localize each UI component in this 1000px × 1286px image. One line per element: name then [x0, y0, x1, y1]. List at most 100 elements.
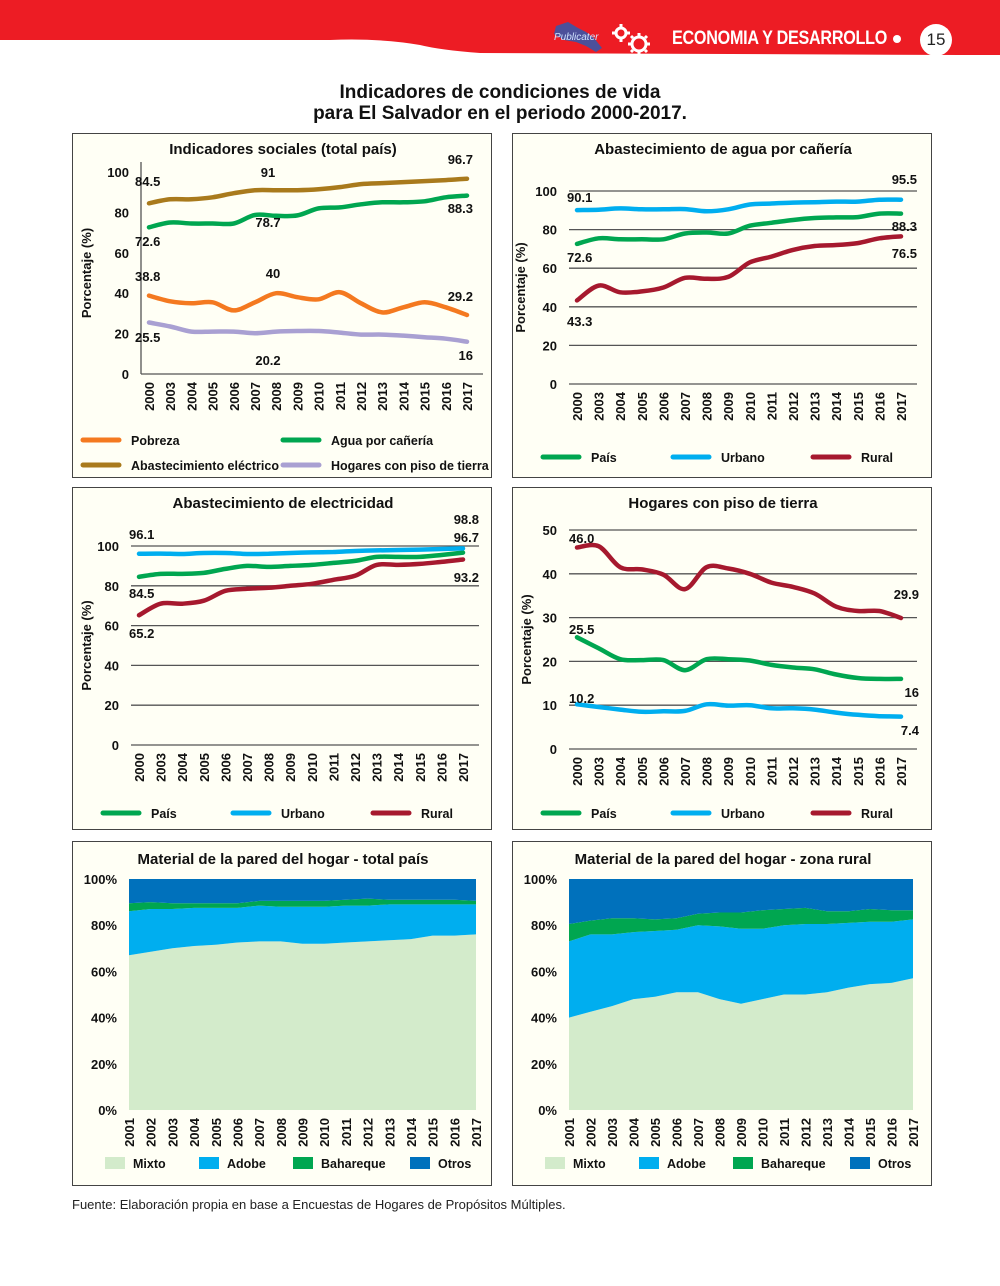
y-axis-label: Porcentaje (%) — [79, 228, 94, 318]
x-tick-label: 2015 — [863, 1118, 878, 1147]
x-tick-label: 2014 — [829, 391, 844, 421]
data-label: 88.3 — [448, 201, 473, 216]
x-tick-label: 2017 — [469, 1118, 484, 1147]
main-title-line2: para El Salvador en el periodo 2000-2017… — [313, 103, 687, 124]
x-tick-label: 2000 — [570, 392, 585, 421]
legend-swatch — [105, 1157, 125, 1169]
x-tick-label: 2012 — [786, 392, 801, 421]
chart-svg-agua: Abastecimiento de agua por cañería 0 20 40 6… — [513, 141, 917, 465]
data-label: 93.2 — [454, 570, 479, 585]
y-tick-label: 40 — [115, 286, 129, 301]
y-tick-label: 60 — [115, 246, 129, 261]
chart-social-indicators: Indicadores sociales (total país) 0 20 40 60… — [72, 133, 492, 478]
gears-icon — [612, 24, 650, 55]
y-tick-label: 80 — [543, 223, 557, 238]
x-tick-label: 2009 — [721, 392, 736, 421]
source-note: Fuente: Elaboración propia en base a Enc… — [72, 1197, 566, 1212]
x-tick-label: 2007 — [248, 382, 263, 411]
x-tick-label: 2013 — [382, 1118, 397, 1147]
x-tick-label: 2017 — [894, 757, 909, 786]
x-tick-label: 2005 — [648, 1118, 663, 1147]
x-tick-label: 2004 — [613, 391, 628, 421]
y-tick-label: 100% — [524, 872, 558, 887]
page-number: 15 — [920, 24, 952, 56]
x-tick-label: 2000 — [570, 757, 585, 786]
x-tick-label: 2001 — [122, 1118, 137, 1147]
data-label: 91 — [261, 165, 275, 180]
legend-label: País — [151, 807, 177, 821]
area-mixto — [129, 934, 476, 1110]
x-tick-label: 2005 — [635, 757, 650, 786]
y-tick-label: 100 — [97, 539, 119, 554]
main-title: Indicadores de condiciones de vida para … — [250, 82, 750, 124]
y-tick-label: 20% — [531, 1057, 557, 1072]
x-tick-label: 2000 — [142, 382, 157, 411]
x-tick-label: 2007 — [691, 1118, 706, 1147]
area-adobe — [129, 904, 476, 956]
x-tick-label: 2011 — [764, 757, 779, 785]
x-tick-label: 2011 — [764, 392, 779, 420]
y-tick-label: 40% — [91, 1011, 117, 1026]
data-label: 29.9 — [894, 587, 919, 602]
data-label: 7.4 — [901, 723, 920, 738]
x-tick-label: 2012 — [354, 382, 369, 411]
y-tick-label: 0% — [98, 1103, 117, 1118]
y-tick-label: 40 — [105, 658, 119, 673]
y-tick-label: 40 — [543, 567, 557, 582]
legend-swatch — [410, 1157, 430, 1169]
area-bahareque — [129, 898, 476, 912]
x-tick-label: 2016 — [434, 753, 449, 782]
chart-svg-pared-rural: Material de la pared del hogar - zona ru… — [524, 851, 921, 1171]
x-tick-label: 2013 — [820, 1118, 835, 1147]
data-label: 40 — [266, 266, 280, 281]
data-label: 84.5 — [129, 586, 154, 601]
data-label: 96.1 — [129, 527, 154, 542]
chart-title: Material de la pared del hogar - zona ru… — [575, 851, 872, 868]
y-tick-label: 0 — [550, 742, 557, 757]
chart-svg-elec: Abastecimiento de electricidad 0 20 40 60 80 1… — [79, 495, 479, 821]
legend-label: Mixto — [573, 1157, 606, 1171]
x-tick-label: 2016 — [872, 757, 887, 786]
legend-swatch — [545, 1157, 565, 1169]
x-tick-label: 2013 — [370, 753, 385, 782]
legend-swatch — [850, 1157, 870, 1169]
x-tick-label: 2013 — [808, 392, 823, 421]
chart-title: Indicadores sociales (total país) — [169, 141, 397, 158]
legend-label: País — [591, 807, 617, 821]
chart-electricity-supply: Abastecimiento de electricidad 0 20 40 60 80 1… — [72, 487, 492, 830]
data-label: 65.2 — [129, 626, 154, 641]
series-line-pa-s — [574, 211, 904, 247]
y-tick-label: 40% — [531, 1011, 557, 1026]
data-label: 10.2 — [569, 691, 594, 706]
data-label: 96.7 — [448, 152, 473, 167]
section-title: ECONOMIA Y DESARROLLO — [672, 28, 888, 49]
legend-label: Urbano — [721, 807, 765, 821]
x-tick-label: 2006 — [227, 382, 242, 411]
data-label: 98.8 — [454, 512, 479, 527]
x-tick-label: 2017 — [894, 392, 909, 421]
y-tick-label: 100% — [84, 872, 118, 887]
x-tick-label: 2010 — [305, 753, 320, 782]
legend-label: Pobreza — [131, 434, 181, 448]
data-label: 43.3 — [567, 314, 592, 329]
x-tick-label: 2009 — [721, 757, 736, 786]
y-tick-label: 0% — [538, 1103, 557, 1118]
data-label: 16 — [905, 685, 919, 700]
chart-title: Abastecimiento de electricidad — [173, 495, 394, 512]
area-otros — [129, 879, 476, 904]
series-line-pa-s — [136, 550, 466, 580]
x-tick-label: 2009 — [296, 1118, 311, 1147]
y-tick-label: 20 — [105, 698, 119, 713]
x-tick-label: 2008 — [700, 392, 715, 421]
x-tick-label: 2014 — [829, 756, 844, 786]
y-axis-label: Porcentaje (%) — [519, 594, 534, 684]
x-tick-label: 2011 — [777, 1118, 792, 1146]
x-tick-label: 2002 — [584, 1118, 599, 1147]
x-tick-label: 2003 — [592, 392, 607, 421]
data-label: 88.3 — [892, 219, 917, 234]
x-tick-label: 2000 — [132, 753, 147, 782]
y-tick-label: 20 — [115, 327, 129, 342]
y-tick-label: 100 — [107, 165, 129, 180]
x-tick-label: 2004 — [627, 1117, 642, 1147]
x-tick-label: 2017 — [460, 382, 475, 411]
